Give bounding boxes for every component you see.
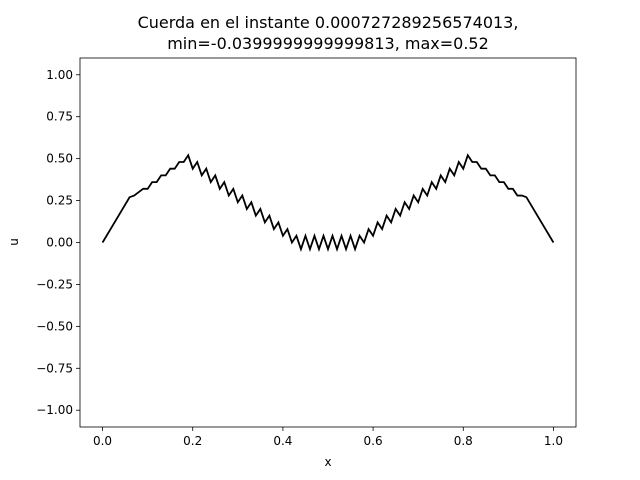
y-tick-label: −0.75	[36, 361, 73, 375]
y-axis-label: u	[7, 238, 21, 246]
chart-title-line-2: min=-0.0399999999999813, max=0.52	[167, 34, 489, 53]
axes-frame	[79, 57, 577, 428]
y-tick-label: −0.50	[36, 319, 73, 333]
x-tick-label: 1.0	[544, 434, 563, 448]
y-tick-label: 0.00	[46, 236, 73, 250]
x-axis-label: x	[324, 455, 331, 469]
x-tick-label: 0.4	[273, 434, 292, 448]
y-tick-label: 0.50	[46, 152, 73, 166]
x-tick-label: 0.0	[93, 434, 112, 448]
y-tick-label: −1.00	[36, 403, 73, 417]
y-tick-label: 0.75	[46, 110, 73, 124]
plot-area: 0.0 0.2 0.4 0.6 0.8 1.0 −1.00 −0.75 −0.50 −0.25 0.…	[36, 57, 577, 448]
series-line-0	[101, 153, 555, 253]
y-tick-label: 1.00	[46, 68, 73, 82]
chart-title-line-1: Cuerda en el instante 0.0007272892565740…	[138, 13, 519, 32]
x-tick-label: 0.2	[183, 434, 202, 448]
x-tick-label: 0.8	[454, 434, 473, 448]
x-tick-label: 0.6	[364, 434, 383, 448]
y-tick-label: −0.25	[36, 277, 73, 291]
y-tick-label: 0.25	[46, 194, 73, 208]
